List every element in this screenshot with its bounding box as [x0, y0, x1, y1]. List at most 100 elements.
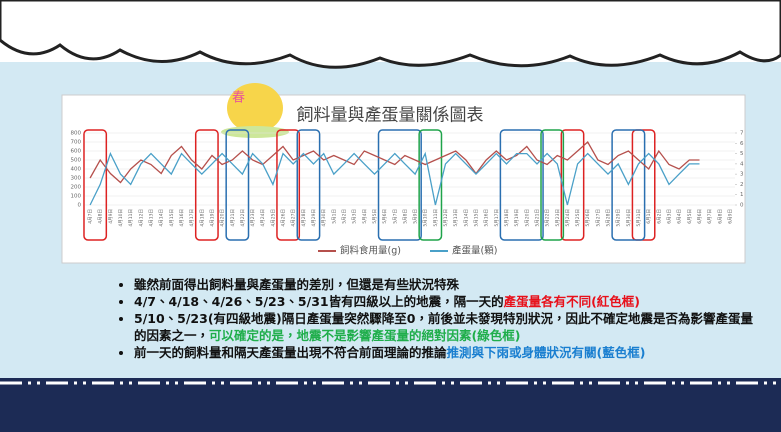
x-tick-label: 4月16日	[179, 209, 185, 227]
x-tick-label: 5月20日	[524, 209, 530, 227]
x-tick-label: 4月26日	[281, 209, 287, 227]
highlight-box	[418, 129, 443, 241]
y-tick-label: 300	[71, 176, 82, 182]
x-tick-label: 5月24日	[565, 209, 571, 227]
y-tick-label: 100	[71, 194, 82, 200]
x-tick-label: 5月16日	[484, 209, 490, 227]
series-line	[89, 151, 700, 206]
x-tick-label: 5月5日	[372, 209, 378, 224]
bullet-text: 5/10、5/23(有四級地震)隔日產蛋量突然驟降至0，前後並未發現特別狀況，因…	[134, 311, 753, 343]
x-tick-label: 4月24日	[260, 209, 266, 227]
highlight-box	[560, 129, 585, 241]
x-tick-label: 4月15日	[169, 209, 175, 227]
x-tick-label: 5月11日	[433, 209, 439, 227]
chick	[227, 83, 283, 133]
y2-tick-label: 0	[740, 203, 744, 209]
highlight-box	[225, 129, 250, 241]
x-tick-label: 6月6日	[697, 209, 703, 224]
legend-label: 產蛋量(顆)	[452, 245, 497, 257]
bullet: 4/7、4/18、4/26、5/23、5/31皆有四級以上的地震，隔一天的產蛋量…	[134, 293, 754, 310]
x-tick-label: 5月21日	[534, 209, 540, 227]
x-tick-label: 4月30日	[321, 209, 327, 227]
x-tick-label: 5月29日	[616, 209, 622, 227]
x-tick-label: 4月8日	[98, 209, 104, 224]
x-tick-label: 5月28日	[606, 209, 612, 227]
clouds	[0, 0, 781, 69]
bullet-text: 4/7、4/18、4/26、5/23、5/31皆有四級以上的地震，隔一天的	[134, 294, 504, 309]
bullet-text: 雖然前面得出飼料量與產蛋量的差別，但還是有些狀況特殊	[134, 277, 460, 292]
x-tick-label: 4月27日	[291, 209, 297, 227]
y-tick-label: 700	[71, 140, 82, 146]
badge: 春	[232, 91, 245, 106]
x-tick-label: 5月12日	[443, 209, 449, 227]
x-tick-label: 5月26日	[585, 209, 591, 227]
x-tick-label: 5月9日	[413, 209, 419, 224]
y-tick-label: 800	[71, 131, 82, 137]
x-tick-label: 6月7日	[707, 209, 713, 224]
x-tick-label: 5月23日	[555, 209, 561, 227]
x-tick-label: 5月17日	[494, 209, 500, 227]
y2-tick-label: 1	[740, 192, 744, 198]
y2-tick-label: 6	[740, 141, 744, 147]
highlight-box	[377, 129, 422, 241]
x-tick-label: 5月4日	[362, 209, 368, 224]
grass	[221, 126, 289, 138]
bullet: 雖然前面得出飼料量與產蛋量的差別，但還是有些狀況特殊	[134, 276, 754, 293]
x-tick-label: 5月18日	[504, 209, 510, 227]
x-tick-label: 5月8日	[402, 209, 408, 224]
x-tick-label: 6月4日	[677, 209, 683, 224]
y-tick-label: 200	[71, 185, 82, 191]
highlight-box	[611, 129, 646, 241]
y2-tick-label: 7	[740, 131, 744, 137]
bullet-text: 前一天的飼料量和隔天產蛋量出現不符合前面理論的推論	[134, 345, 447, 360]
x-tick-label: 4月23日	[250, 209, 256, 227]
x-tick-label: 6月9日	[727, 209, 733, 224]
x-tick-label: 5月15日	[474, 209, 480, 227]
y2-tick-label: 3	[740, 172, 744, 178]
x-tick-label: 5月25日	[575, 209, 581, 227]
x-tick-label: 5月30日	[626, 209, 632, 227]
y2-tick-label: 5	[740, 151, 744, 157]
y2-tick-label: 4	[740, 161, 744, 167]
x-tick-label: 6月8日	[717, 209, 723, 224]
highlight-box	[276, 129, 301, 241]
y-tick-label: 0	[78, 203, 82, 209]
x-tick-label: 6月5日	[687, 209, 693, 224]
bullet: 5/10、5/23(有四級地震)隔日產蛋量突然驟降至0，前後並未發現特別狀況，因…	[134, 310, 754, 344]
x-tick-label: 5月10日	[423, 209, 429, 227]
x-tick-label: 5月14日	[463, 209, 469, 227]
highlight-box	[540, 129, 565, 241]
x-tick-label: 4月19日	[209, 209, 215, 227]
y2-tick-label: 2	[740, 182, 744, 188]
x-tick-label: 5月3日	[352, 209, 358, 224]
x-tick-label: 5月22日	[545, 209, 551, 227]
series-line	[89, 140, 700, 184]
highlight-box	[296, 129, 321, 241]
highlight-box	[499, 129, 544, 241]
x-tick-label: 6月3日	[666, 209, 672, 224]
x-tick-label: 5月7日	[392, 209, 398, 224]
x-tick-label: 5月19日	[514, 209, 520, 227]
highlight-box	[194, 129, 219, 241]
x-tick-label: 6月1日	[646, 209, 652, 224]
bullet: 前一天的飼料量和隔天產蛋量出現不符合前面理論的推論推測與下雨或身體狀況有關(藍色…	[134, 344, 754, 361]
x-tick-label: 4月20日	[220, 209, 226, 227]
bullet-text: 推測與下雨或身體狀況有關(藍色框)	[446, 345, 646, 360]
x-tick-label: 4月28日	[301, 209, 307, 227]
x-tick-label: 4月12日	[138, 209, 144, 227]
footer-band	[0, 378, 781, 432]
y-tick-label: 400	[71, 167, 82, 173]
highlight-box	[83, 129, 108, 241]
x-tick-label: 5月31日	[636, 209, 642, 227]
bullet-text: 可以確定的是，地震不是影響產蛋量的絕對因素(綠色框)	[209, 328, 521, 343]
x-tick-label: 4月14日	[159, 209, 165, 227]
x-tick-label: 4月17日	[189, 209, 195, 227]
chart-title: 飼料量與產蛋量關係圖表	[297, 105, 484, 126]
x-tick-label: 4月13日	[149, 209, 155, 227]
x-tick-label: 5月1日	[331, 209, 337, 224]
x-tick-label: 4月10日	[118, 209, 124, 227]
x-tick-label: 4月21日	[230, 209, 236, 227]
bullet-text: 產蛋量各有不同(紅色框)	[503, 294, 641, 309]
